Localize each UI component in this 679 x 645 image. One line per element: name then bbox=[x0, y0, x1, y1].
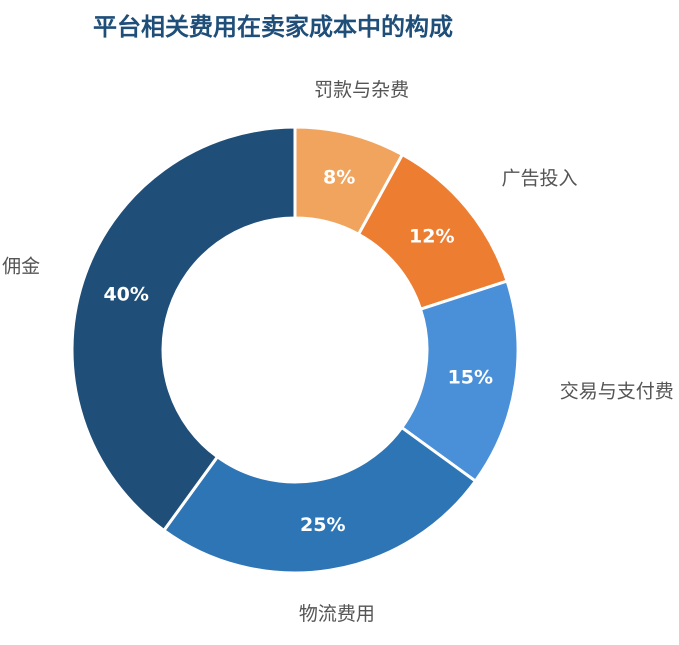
category-label: 佣金 bbox=[2, 256, 40, 278]
donut-segment bbox=[70, 125, 297, 533]
category-label: 广告投入 bbox=[501, 168, 577, 190]
value-label: 25% bbox=[300, 514, 345, 536]
category-label: 物流费用 bbox=[299, 603, 375, 625]
chart-title: 平台相关费用在卖家成本中的构成 bbox=[93, 13, 453, 41]
donut-segment bbox=[161, 425, 478, 575]
value-label: 15% bbox=[448, 366, 493, 388]
value-label: 12% bbox=[409, 225, 454, 247]
value-label: 8% bbox=[323, 167, 355, 189]
category-label: 罚款与杂费 bbox=[314, 79, 409, 101]
value-label: 40% bbox=[103, 284, 148, 306]
category-label: 交易与支付费 bbox=[560, 380, 674, 402]
